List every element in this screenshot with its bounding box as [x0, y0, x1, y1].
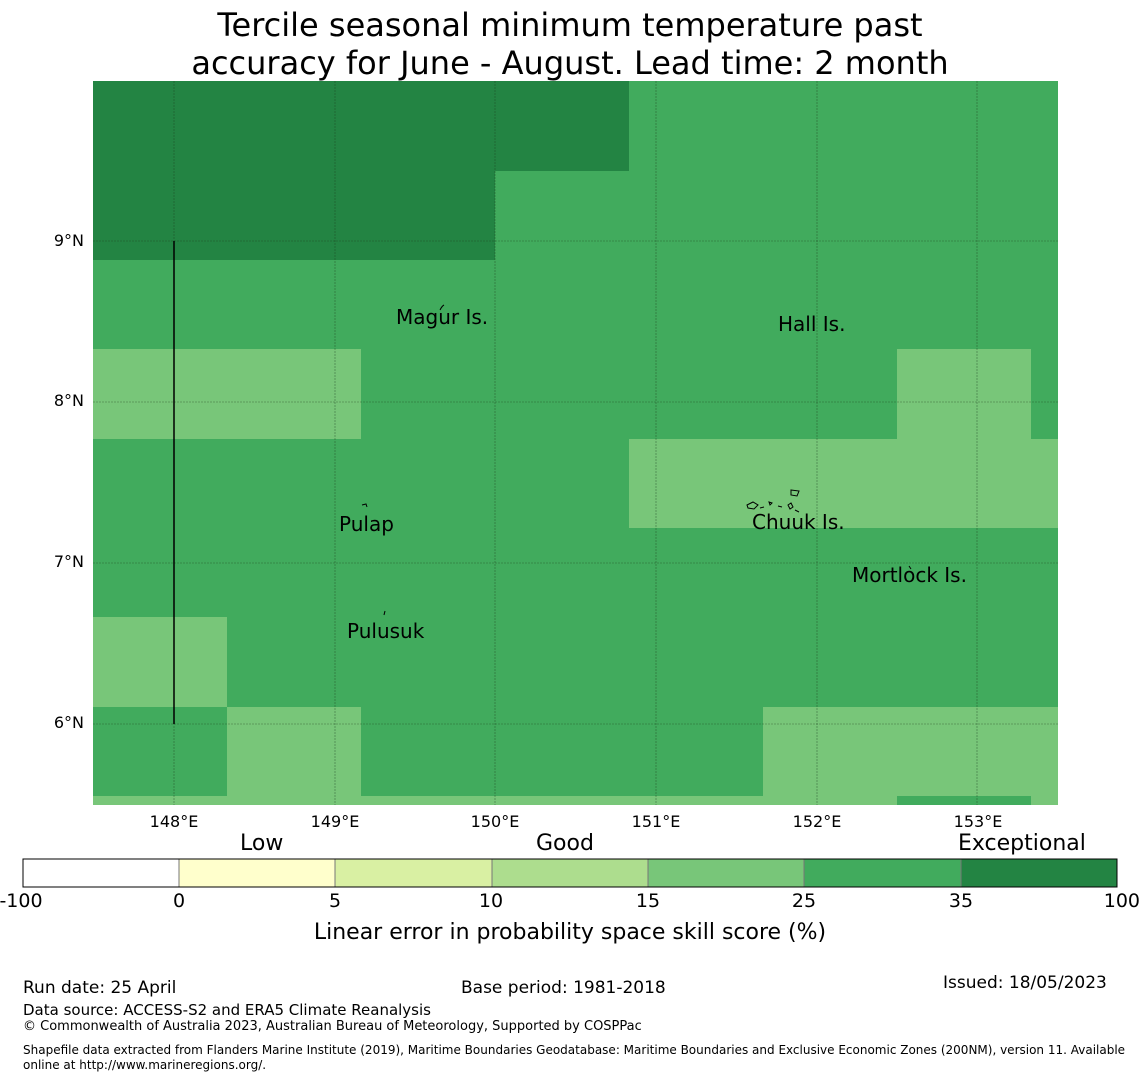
y-tick: 7°N — [53, 552, 84, 571]
x-tick: 148°E — [149, 812, 199, 831]
colorbar-label: Linear error in probability space skill … — [313, 920, 827, 945]
run-date: Run date: 25 April — [23, 978, 177, 998]
skill-cell — [897, 349, 1031, 439]
colorbar — [23, 859, 1117, 887]
colorbar-segment — [335, 859, 492, 887]
colorbar-segment — [961, 859, 1117, 887]
island-outlines — [361, 304, 912, 616]
colorbar-frame — [22, 858, 1118, 888]
title-line-1: Tercile seasonal minimum temperature pas… — [217, 6, 923, 44]
colorbar-segment — [492, 859, 648, 887]
pulap-island-shape — [361, 503, 368, 508]
skill-cell — [93, 81, 629, 171]
place-label-chuuk: Chuuk Is. — [752, 510, 845, 534]
place-label-pulusuk: Pulusuk — [347, 619, 425, 643]
skill-cell — [227, 707, 361, 796]
colorbar-tick: 5 — [328, 890, 342, 912]
y-tick: 8°N — [53, 391, 84, 410]
copyright: © Commonwealth of Australia 2023, Austra… — [23, 1019, 642, 1034]
magur-island-shape — [439, 304, 445, 311]
skill-cell — [629, 439, 1058, 528]
category-label-low: Low — [240, 831, 284, 856]
colorbar-segment — [179, 859, 335, 887]
skill-cell — [93, 796, 1058, 805]
y-tick: 6°N — [53, 713, 84, 732]
x-tick: 153°E — [953, 812, 1003, 831]
colorbar-tick: 15 — [635, 890, 661, 912]
skill-cell — [93, 617, 227, 707]
place-label-pulap: Pulap — [339, 512, 394, 536]
x-tick: 149°E — [310, 812, 360, 831]
title-line-2: accuracy for June - August. Lead time: 2… — [191, 44, 949, 82]
colorbar-tick: 25 — [791, 890, 817, 912]
category-label-exceptional: Exceptional — [958, 831, 1086, 856]
skill-cell — [897, 796, 1031, 805]
skill-cell — [763, 707, 1058, 796]
colorbar-segment — [648, 859, 804, 887]
category-label-good: Good — [536, 831, 594, 856]
chuuk-island-shape — [746, 489, 800, 513]
colorbar-tick: 10 — [478, 890, 504, 912]
colorbar-segment — [23, 859, 179, 887]
colorbar-segment — [804, 859, 961, 887]
colorbar-tick: -100 — [0, 890, 43, 912]
issued-date: Issued: 18/05/2023 — [943, 973, 1107, 993]
place-label-mortlock: Mortlock Is. — [852, 563, 967, 587]
pulusuk-island-shape — [383, 610, 386, 616]
skill-cell — [93, 171, 495, 260]
x-tick: 151°E — [631, 812, 681, 831]
data-source: Data source: ACCESS-S2 and ERA5 Climate … — [23, 1001, 431, 1019]
x-tick: 152°E — [792, 812, 842, 831]
shapefile-credit-line-2: online at http://www.marineregions.org/. — [23, 1058, 267, 1072]
x-tick: 150°E — [470, 812, 520, 831]
skill-cell — [93, 349, 361, 439]
chart-title: Tercile seasonal minimum temperature pas… — [0, 6, 1140, 82]
colorbar-tick: 100 — [1103, 890, 1140, 912]
colorbar-tick: 35 — [948, 890, 974, 912]
y-tick: 9°N — [53, 231, 84, 250]
mortlock-island-shape — [908, 565, 912, 570]
colorbar-tick: 0 — [172, 890, 186, 912]
place-label-hall: Hall Is. — [778, 312, 846, 336]
place-label-magur: Magur Is. — [396, 305, 489, 329]
shapefile-credit-line-1: Shapefile data extracted from Flanders M… — [23, 1043, 1126, 1057]
skill-cells — [93, 81, 1058, 805]
base-period: Base period: 1981-2018 — [461, 978, 666, 998]
